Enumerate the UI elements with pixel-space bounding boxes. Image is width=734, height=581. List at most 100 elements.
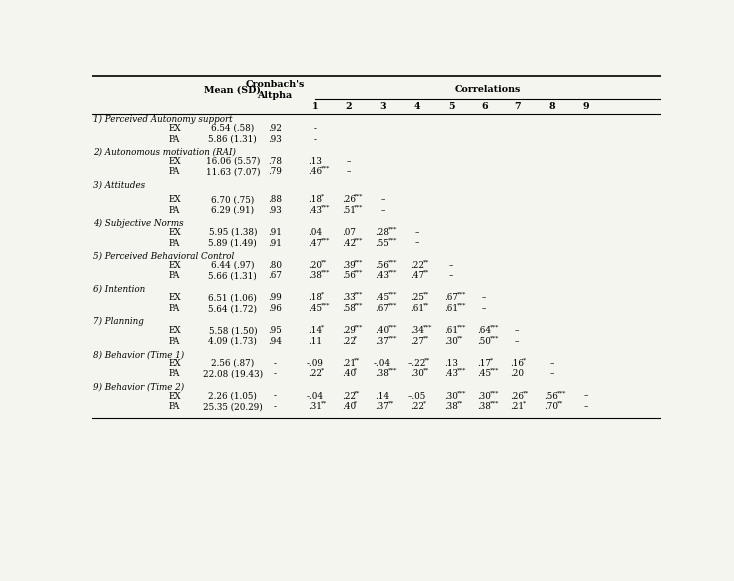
Text: .22: .22: [342, 337, 356, 346]
Text: .22: .22: [308, 370, 322, 378]
Text: **: **: [422, 368, 429, 373]
Text: 9) Behavior (Time 2): 9) Behavior (Time 2): [93, 383, 184, 392]
Text: ***: ***: [388, 292, 397, 297]
Text: **: **: [422, 303, 429, 307]
Text: .56: .56: [545, 392, 559, 400]
Text: .14: .14: [308, 326, 322, 335]
Text: **: **: [321, 401, 327, 406]
Text: **: **: [422, 259, 429, 264]
Text: .79: .79: [268, 167, 282, 177]
Text: Correlations: Correlations: [455, 85, 521, 94]
Text: *: *: [321, 292, 324, 297]
Text: .37: .37: [376, 337, 389, 346]
Text: .26: .26: [342, 195, 356, 205]
Text: .92: .92: [268, 124, 282, 133]
Text: 5) Perceived Behavioral Control: 5) Perceived Behavioral Control: [93, 252, 234, 261]
Text: 6.54 (.58): 6.54 (.58): [211, 124, 255, 133]
Text: ***: ***: [490, 335, 499, 340]
Text: .21: .21: [342, 359, 356, 368]
Text: ***: ***: [388, 303, 397, 307]
Text: –: –: [482, 293, 487, 303]
Text: .78: .78: [268, 157, 282, 166]
Text: ***: ***: [321, 270, 330, 275]
Text: .43: .43: [375, 271, 390, 281]
Text: 2: 2: [346, 102, 352, 111]
Text: EX: EX: [169, 326, 181, 335]
Text: –: –: [549, 359, 553, 368]
Text: ***: ***: [457, 325, 466, 329]
Text: .29: .29: [342, 326, 356, 335]
Text: .38: .38: [376, 370, 389, 378]
Text: 6.70 (.75): 6.70 (.75): [211, 195, 255, 205]
Text: ***: ***: [422, 325, 432, 329]
Text: .58: .58: [342, 304, 356, 313]
Text: ***: ***: [321, 303, 330, 307]
Text: 5: 5: [448, 102, 454, 111]
Text: **: **: [422, 292, 429, 297]
Text: .43: .43: [444, 370, 458, 378]
Text: ***: ***: [490, 390, 499, 395]
Text: PA: PA: [169, 304, 180, 313]
Text: 5.89 (1.49): 5.89 (1.49): [208, 239, 257, 248]
Text: .31: .31: [308, 402, 322, 411]
Text: 7: 7: [514, 102, 520, 111]
Text: 2) Autonomous motivation (RAI): 2) Autonomous motivation (RAI): [93, 148, 236, 157]
Text: ***: ***: [354, 292, 363, 297]
Text: .96: .96: [268, 304, 282, 313]
Text: .38: .38: [444, 402, 458, 411]
Text: .39: .39: [342, 261, 356, 270]
Text: –: –: [346, 167, 351, 177]
Text: 6.44 (.97): 6.44 (.97): [211, 261, 255, 270]
Text: .42: .42: [342, 239, 356, 248]
Text: PA: PA: [169, 402, 180, 411]
Text: **: **: [422, 270, 429, 275]
Text: 1) Perceived Autonomy support: 1) Perceived Autonomy support: [93, 115, 233, 124]
Text: .88: .88: [268, 195, 282, 205]
Text: .25: .25: [410, 293, 424, 303]
Text: .34: .34: [410, 326, 424, 335]
Text: .30: .30: [477, 392, 491, 400]
Text: -: -: [274, 392, 277, 400]
Text: ***: ***: [457, 390, 466, 395]
Text: *: *: [422, 401, 426, 406]
Text: .94: .94: [268, 337, 282, 346]
Text: 6.29 (.91): 6.29 (.91): [211, 206, 255, 215]
Text: -: -: [314, 124, 317, 133]
Text: .46: .46: [308, 167, 322, 177]
Text: .67: .67: [444, 293, 458, 303]
Text: .30: .30: [444, 392, 458, 400]
Text: .27: .27: [410, 337, 424, 346]
Text: .51: .51: [342, 206, 356, 215]
Text: .55: .55: [376, 239, 389, 248]
Text: 3) Attitudes: 3) Attitudes: [93, 181, 145, 190]
Text: -.04: -.04: [307, 392, 324, 400]
Text: .50: .50: [477, 337, 491, 346]
Text: PA: PA: [169, 337, 180, 346]
Text: ***: ***: [354, 259, 363, 264]
Text: ***: ***: [321, 166, 330, 171]
Text: **: **: [457, 335, 462, 340]
Text: 6.51 (1.06): 6.51 (1.06): [208, 293, 257, 303]
Text: .61: .61: [444, 304, 458, 313]
Text: ***: ***: [354, 270, 363, 275]
Text: –: –: [482, 304, 487, 313]
Text: 5.86 (1.31): 5.86 (1.31): [208, 135, 257, 144]
Text: -: -: [274, 370, 277, 378]
Text: 4.09 (1.73): 4.09 (1.73): [208, 337, 257, 346]
Text: ***: ***: [388, 325, 397, 329]
Text: EX: EX: [169, 157, 181, 166]
Text: ***: ***: [388, 237, 397, 242]
Text: ***: ***: [388, 259, 397, 264]
Text: 5.66 (1.31): 5.66 (1.31): [208, 271, 257, 281]
Text: *: *: [354, 401, 357, 406]
Text: 7) Planning: 7) Planning: [93, 317, 144, 327]
Text: 3: 3: [379, 102, 386, 111]
Text: –: –: [449, 261, 454, 270]
Text: ***: ***: [354, 193, 363, 199]
Text: PA: PA: [169, 167, 180, 177]
Text: ***: ***: [490, 325, 499, 329]
Text: ***: ***: [321, 205, 330, 209]
Text: PA: PA: [169, 239, 180, 248]
Text: 8: 8: [548, 102, 555, 111]
Text: –: –: [346, 157, 351, 166]
